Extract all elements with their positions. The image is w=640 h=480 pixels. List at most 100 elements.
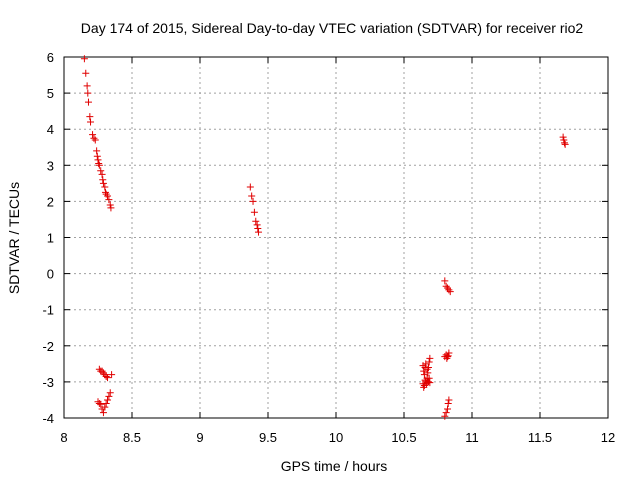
x-tick-label: 8 — [60, 430, 67, 445]
data-point — [95, 400, 103, 408]
series-cluster-10.65 — [419, 354, 434, 391]
data-point — [83, 82, 91, 90]
series-cluster-11.67 — [559, 133, 569, 148]
data-point — [253, 221, 261, 229]
data-point — [441, 412, 449, 420]
data-point — [98, 170, 106, 178]
data-point — [98, 367, 106, 375]
data-point — [99, 369, 107, 377]
data-point — [104, 192, 112, 200]
series-descending-8.15 — [80, 55, 115, 212]
data-point — [86, 113, 94, 121]
data-point — [560, 136, 568, 144]
data-point — [101, 403, 109, 411]
data-point — [84, 89, 92, 97]
data-point — [444, 353, 452, 361]
y-tick-label: 3 — [47, 158, 54, 173]
data-point — [102, 190, 110, 198]
data-point — [93, 147, 101, 155]
data-point — [561, 140, 569, 148]
plot-frame — [63, 56, 609, 419]
data-point — [99, 409, 107, 417]
data-point — [102, 400, 110, 408]
x-tick-label: 11.5 — [528, 430, 552, 445]
data-point — [106, 201, 114, 209]
data-point — [107, 204, 115, 212]
series-cluster-10.8-zero — [441, 277, 454, 296]
series-descending-9.4 — [246, 183, 262, 236]
series-cluster-8.3-lower — [94, 389, 114, 417]
data-point — [84, 98, 92, 106]
data-point — [97, 400, 105, 408]
y-tick-label: 2 — [47, 194, 54, 209]
data-point — [90, 134, 98, 142]
series-cluster-10.8-low — [441, 396, 453, 420]
data-point — [424, 378, 432, 386]
data-point — [254, 228, 262, 236]
data-point — [424, 369, 432, 377]
data-points — [80, 55, 569, 420]
data-point — [422, 360, 430, 368]
data-point — [560, 139, 568, 147]
x-tick-label: 11 — [465, 430, 479, 445]
data-point — [441, 277, 449, 285]
data-point — [420, 382, 428, 390]
data-point — [87, 118, 95, 126]
data-point — [91, 136, 99, 144]
y-tick-label: 1 — [47, 231, 54, 246]
data-point — [444, 284, 452, 292]
data-point — [254, 224, 262, 232]
data-point — [559, 133, 567, 141]
data-point — [425, 374, 433, 382]
x-tick-labels: 8 8.5 9 9.5 10 10.5 11 11.5 12 — [60, 430, 615, 445]
data-point — [426, 379, 434, 387]
x-tick-label: 10 — [329, 430, 343, 445]
y-tick-label: 4 — [47, 122, 54, 137]
data-point — [101, 188, 109, 196]
data-point — [426, 354, 434, 362]
data-point — [445, 396, 453, 404]
chart-title: Day 174 of 2015, Sidereal Day-to-day VTE… — [81, 20, 584, 36]
data-point — [442, 282, 450, 290]
data-point — [105, 196, 113, 204]
data-point — [250, 208, 258, 216]
series-cluster-10.8-mid — [441, 349, 453, 362]
data-point — [95, 159, 103, 167]
data-point — [248, 192, 256, 200]
data-point — [442, 409, 450, 417]
data-point — [246, 183, 254, 191]
y-tick-label: -2 — [42, 339, 54, 354]
data-point — [104, 396, 112, 404]
x-tick-label: 10.5 — [391, 430, 416, 445]
x-axis-label: GPS time / hours — [281, 458, 388, 474]
x-tick-label: 8.5 — [123, 430, 141, 445]
data-point — [102, 372, 110, 380]
data-point — [419, 380, 427, 388]
data-point — [420, 367, 428, 375]
data-point — [444, 405, 452, 413]
data-point — [425, 358, 433, 366]
data-point — [252, 217, 260, 225]
data-point — [89, 131, 97, 139]
y-tick-label: -3 — [42, 375, 54, 390]
y-tick-label: 5 — [47, 86, 54, 101]
y-axis-label: SDTVAR / TECUs — [6, 182, 22, 294]
data-point — [445, 349, 453, 357]
data-point — [105, 392, 113, 400]
y-tick-label: -4 — [42, 411, 54, 426]
y-tick-label: 6 — [47, 50, 54, 65]
data-point — [444, 400, 452, 408]
y-tick-label: -1 — [42, 303, 54, 318]
x-tick-label: 9.5 — [259, 430, 277, 445]
data-point — [446, 288, 454, 296]
data-point — [94, 156, 102, 164]
data-point — [82, 69, 90, 77]
data-point — [99, 179, 107, 187]
data-point — [108, 371, 116, 379]
data-point — [80, 55, 88, 63]
series-cluster-8.3-upper — [95, 365, 116, 382]
data-point — [420, 371, 428, 379]
x-tick-label: 9 — [196, 430, 203, 445]
data-point — [420, 383, 428, 391]
